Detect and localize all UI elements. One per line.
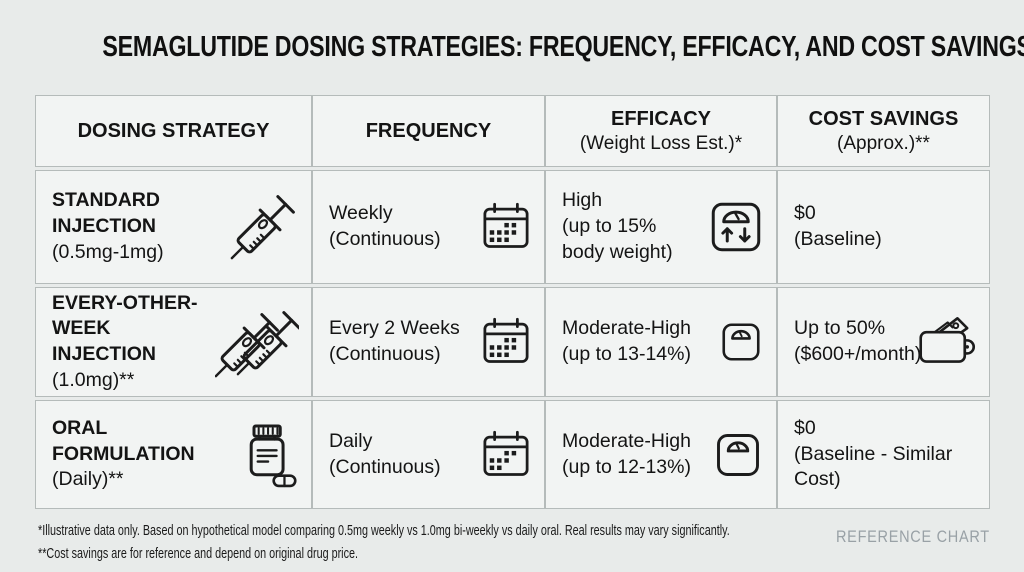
table-row-2-frequency-cell: Every 2 Weeks (Continuous) xyxy=(312,287,545,397)
cost-text: $0 (Baseline - Similar Cost) xyxy=(794,416,953,491)
pill-bottle-icon xyxy=(239,422,299,488)
frequency-text: Daily (Continuous) xyxy=(329,429,441,478)
strategy-dose: (Daily)** xyxy=(52,468,124,491)
footnotes: *Illustrative data only. Based on hypoth… xyxy=(38,520,730,565)
strategy-text: ORAL FORMULATION (Daily)** xyxy=(52,416,195,493)
calendar-icon xyxy=(480,316,532,368)
calendar-icon xyxy=(480,429,532,481)
table-row-2-cost-cell: Up to 50% ($600+/month) xyxy=(777,287,990,397)
calendar-icon xyxy=(480,201,532,253)
wallet-money-icon xyxy=(915,313,977,371)
header-line: FREQUENCY xyxy=(365,119,492,142)
weight-scale-arrows-icon xyxy=(708,199,764,255)
header-line: DOSING STRATEGY xyxy=(77,119,270,142)
table-row-1-efficacy-cell: High (up to 15% body weight) xyxy=(545,170,777,284)
efficacy-text: Moderate-High (up to 12-13%) xyxy=(562,429,691,478)
frequency-text: Every 2 Weeks (Continuous) xyxy=(329,317,460,365)
efficacy-text: Moderate-High (up to 13-14%) xyxy=(562,317,691,365)
strategy-name: ORAL FORMULATION xyxy=(52,416,195,465)
dosing-table: DOSING STRATEGY FREQUENCY EFFICACY (Weig… xyxy=(35,95,990,509)
frequency-text: Weekly (Continuous) xyxy=(329,202,441,250)
header-subline: (Weight Loss Est.)* xyxy=(579,132,743,154)
table-row-2-strategy-cell: EVERY-OTHER-WEEK INJECTION (1.0mg)** xyxy=(35,287,312,397)
strategy-text: EVERY-OTHER-WEEK INJECTION (1.0mg)** xyxy=(52,291,209,394)
footnote-line-2: **Cost savings are for reference and dep… xyxy=(38,544,358,562)
syringe-icon xyxy=(227,191,299,263)
header-line: COST SAVINGS xyxy=(808,107,959,130)
header-subline: (Approx.)** xyxy=(837,132,930,154)
efficacy-text: High (up to 15% body weight) xyxy=(562,189,673,263)
table-row-3-frequency-cell: Daily (Continuous) xyxy=(312,400,545,509)
header-line: EFFICACY xyxy=(611,107,711,130)
col-header-dosing-strategy: DOSING STRATEGY xyxy=(35,95,312,167)
table-row-3-cost-cell: $0 (Baseline - Similar Cost) xyxy=(777,400,990,509)
page-title: SEMAGLUTIDE DOSING STRATEGIES: FREQUENCY… xyxy=(102,31,1024,63)
strategy-name: EVERY-OTHER-WEEK INJECTION xyxy=(52,291,198,365)
table-row-1-cost-cell: $0 (Baseline) xyxy=(777,170,990,284)
table-row-2-efficacy-cell: Moderate-High (up to 13-14%) xyxy=(545,287,777,397)
cost-text: Up to 50% ($600+/month) xyxy=(794,317,922,365)
col-header-frequency: FREQUENCY xyxy=(312,95,545,167)
table-row-3-efficacy-cell: Moderate-High (up to 12-13%) xyxy=(545,400,777,509)
double-syringe-icon xyxy=(215,303,299,381)
strategy-dose: (1.0mg)** xyxy=(52,368,135,391)
weight-scale-icon xyxy=(718,319,764,365)
weight-scale-icon xyxy=(712,429,764,481)
table-row-1-frequency-cell: Weekly (Continuous) xyxy=(312,170,545,284)
cost-text: $0 (Baseline) xyxy=(794,202,882,250)
reference-chart-watermark: REFERENCE CHART xyxy=(836,528,990,546)
col-header-cost-savings: COST SAVINGS (Approx.)** xyxy=(777,95,990,167)
table-row-3-strategy-cell: ORAL FORMULATION (Daily)** xyxy=(35,400,312,509)
col-header-efficacy: EFFICACY (Weight Loss Est.)* xyxy=(545,95,777,167)
table-row-1-strategy-cell: STANDARD INJECTION (0.5mg-1mg) xyxy=(35,170,312,284)
strategy-name: STANDARD INJECTION xyxy=(52,189,160,238)
footnote-line-1: *Illustrative data only. Based on hypoth… xyxy=(38,522,730,539)
strategy-text: STANDARD INJECTION (0.5mg-1mg) xyxy=(52,188,164,265)
strategy-dose: (0.5mg-1mg) xyxy=(52,240,164,263)
